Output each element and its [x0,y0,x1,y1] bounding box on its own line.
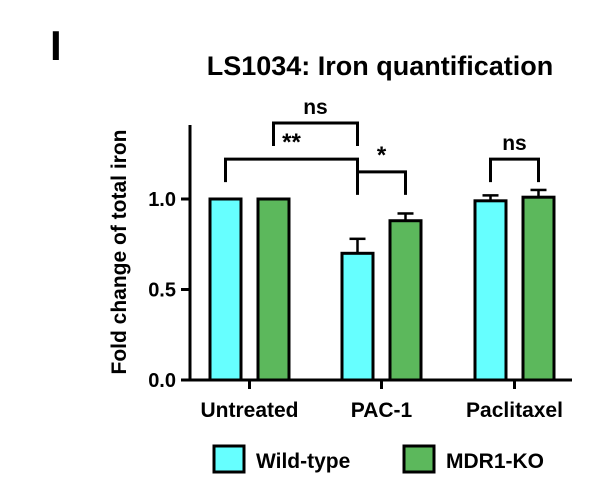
significance-label: ns [502,132,527,155]
legend: Wild-type MDR1-KO [212,444,544,474]
bar-mdr1-ko [521,195,556,382]
bar-wild-type [208,197,243,382]
legend-swatch [402,444,436,474]
x-tick-label: Paclitaxel [466,399,563,422]
y-tick-label: 0.5 [148,280,176,302]
x-tick-label: PAC-1 [351,399,413,422]
bar-mdr1-ko [256,197,291,382]
panel-label: I [50,22,62,69]
significance-bracket [356,170,407,195]
significance-bracket [489,157,540,183]
y-tick-label: 1.0 [148,189,176,211]
chart-title: LS1034: Iron quantification [207,51,554,81]
bar-mdr1-ko [388,219,423,382]
x-tick-label: Untreated [200,399,298,422]
y-axis-label: Fold change of total iron [108,130,131,375]
significance-annotations: ns** * ns [224,96,540,195]
significance-label: ** [282,129,301,156]
bars [208,188,556,382]
significance-label: ns [303,96,328,119]
axes: 0.0 0.5 1.0 Untreated PAC-1 Paclitaxel [148,125,572,422]
legend-swatch [212,444,246,474]
bar-wild-type [473,199,508,382]
bar-wild-type [340,251,375,382]
y-tick-label: 0.0 [148,370,176,392]
significance-label: * [377,142,387,169]
significance-bracket [224,157,359,183]
legend-label: MDR1-KO [446,450,544,473]
legend-label: Wild-type [256,450,350,473]
significance-bracket [272,121,359,146]
